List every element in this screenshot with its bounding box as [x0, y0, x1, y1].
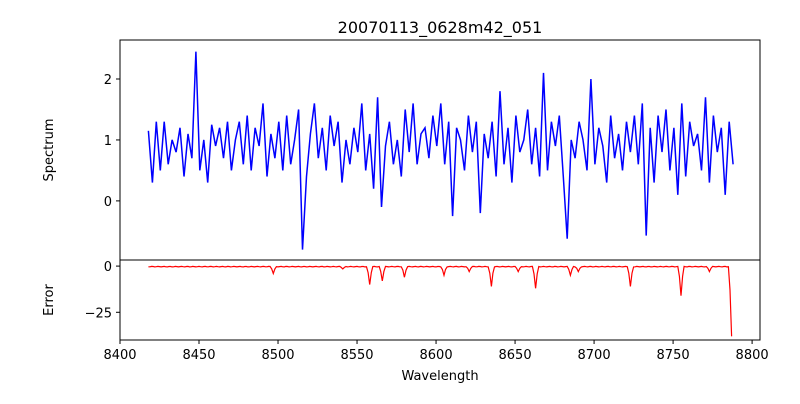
x-axis-label: Wavelength — [401, 369, 478, 384]
spectrum-line — [147, 51, 734, 250]
spectrum-y-label: Spectrum — [42, 119, 57, 182]
x-tick-label: 8800 — [736, 348, 769, 363]
x-tick-label: 8400 — [103, 348, 136, 363]
y-tick-label: 0 — [104, 260, 112, 275]
error-line — [148, 265, 733, 337]
x-tick-label: 8550 — [340, 348, 373, 363]
y-tick-label: 1 — [104, 134, 112, 149]
spectrum-axes-frame — [119, 39, 761, 261]
x-tick-label: 8650 — [499, 348, 532, 363]
y-tick-label: 2 — [104, 73, 112, 88]
y-tick-label: 0 — [104, 195, 112, 210]
error-y-label: Error — [42, 284, 57, 316]
x-tick-label: 8500 — [261, 348, 294, 363]
y-tick-label: −25 — [85, 306, 112, 321]
error-axes-frame — [119, 259, 761, 341]
x-tick-label: 8700 — [578, 348, 611, 363]
x-tick-label: 8750 — [657, 348, 690, 363]
x-tick-label: 8450 — [182, 348, 215, 363]
x-tick-label: 8600 — [420, 348, 453, 363]
chart-title: 20070113_0628m42_051 — [338, 18, 543, 38]
